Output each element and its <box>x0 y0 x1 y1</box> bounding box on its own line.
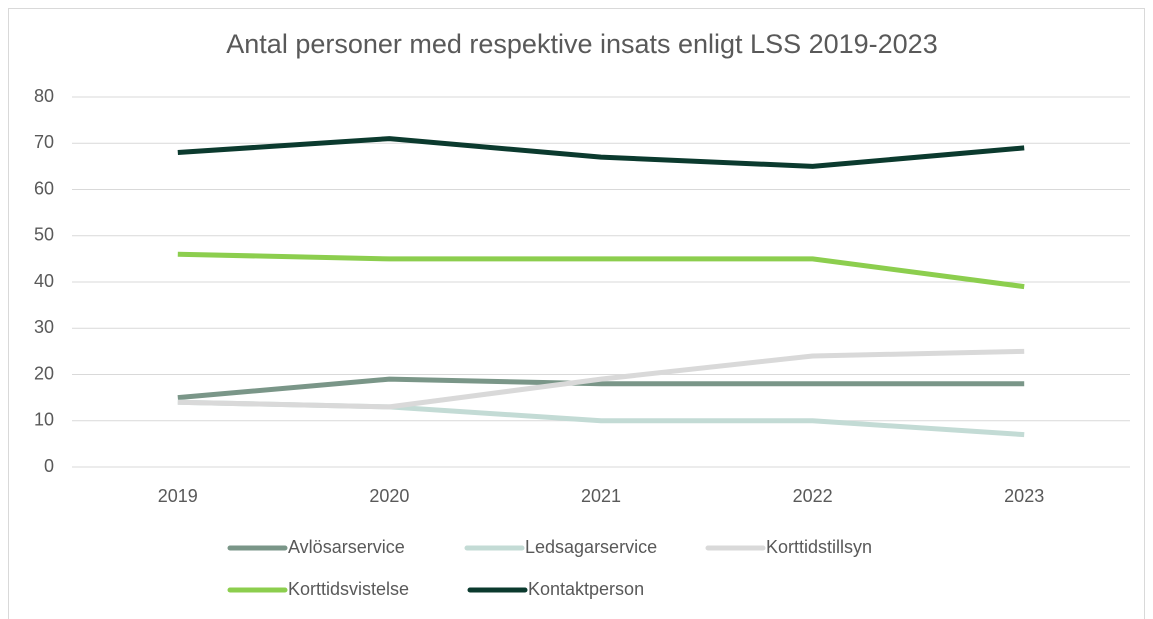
legend-label: Avlösarservice <box>288 537 405 557</box>
legend-label: Ledsagarservice <box>525 537 657 557</box>
y-tick-label: 20 <box>34 363 54 383</box>
x-tick-label: 2023 <box>1004 486 1044 506</box>
legend-label: Kontaktperson <box>528 579 644 599</box>
y-tick-label: 60 <box>34 178 54 198</box>
y-tick-label: 0 <box>44 456 54 476</box>
y-tick-label: 70 <box>34 132 54 152</box>
series-line <box>177 136 1025 169</box>
y-tick-label: 50 <box>34 225 54 245</box>
x-tick-label: 2022 <box>793 486 833 506</box>
y-tick-label: 10 <box>34 410 54 430</box>
series-line <box>177 348 1025 410</box>
series-line <box>177 376 1025 401</box>
x-tick-label: 2021 <box>581 486 621 506</box>
legend-label: Korttidstillsyn <box>766 537 872 557</box>
y-tick-label: 80 <box>34 86 54 106</box>
y-tick-label: 40 <box>34 271 54 291</box>
chart-border <box>8 8 1145 619</box>
series-line <box>177 251 1025 290</box>
x-tick-label: 2019 <box>158 486 198 506</box>
x-tick-label: 2020 <box>369 486 409 506</box>
legend-label: Korttidsvistelse <box>288 579 409 599</box>
chart-title: Antal personer med respektive insats enl… <box>226 29 937 59</box>
y-tick-label: 30 <box>34 317 54 337</box>
